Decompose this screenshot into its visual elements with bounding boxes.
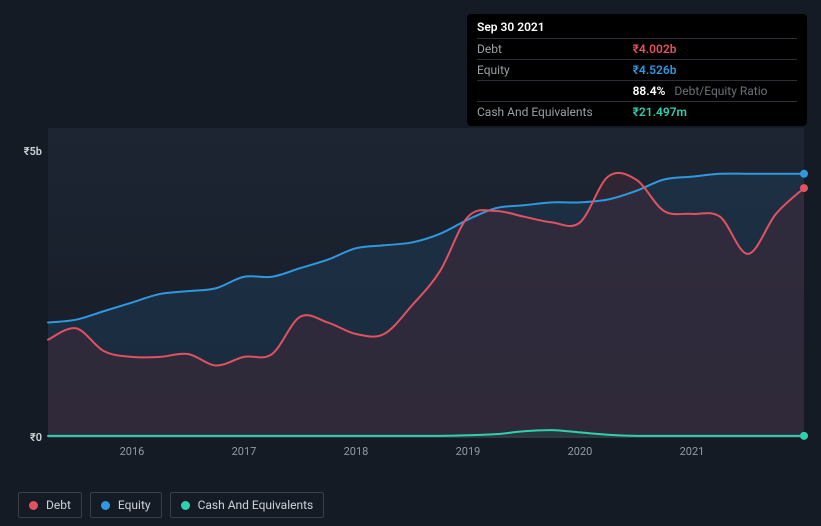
legend-swatch-icon [101, 501, 110, 510]
tooltip-ratio-pct: 88.4% [633, 84, 666, 98]
svg-text:₹5b: ₹5b [24, 145, 42, 158]
tooltip-row-value: ₹4.526b [633, 60, 797, 81]
svg-text:₹0: ₹0 [30, 431, 42, 444]
svg-text:2016: 2016 [120, 445, 145, 458]
tooltip-row-value: ₹4.002b [633, 39, 797, 60]
tooltip-row-label: Equity [477, 60, 633, 81]
legend-item-debt[interactable]: Debt [18, 492, 82, 518]
chart-tooltip: Sep 30 2021 Debt ₹4.002b Equity ₹4.526b … [467, 14, 807, 126]
chart-legend: Debt Equity Cash And Equivalents [18, 492, 324, 518]
legend-label: Debt [46, 498, 71, 512]
legend-swatch-icon [181, 501, 190, 510]
tooltip-ratio-label: Debt/Equity Ratio [674, 84, 767, 98]
tooltip-row-label: Cash And Equivalents [477, 102, 633, 123]
legend-swatch-icon [29, 501, 38, 510]
svg-text:2019: 2019 [456, 445, 481, 458]
svg-text:2020: 2020 [568, 445, 593, 458]
svg-text:2021: 2021 [680, 445, 705, 458]
tooltip-date: Sep 30 2021 [477, 20, 797, 38]
legend-item-equity[interactable]: Equity [90, 492, 162, 518]
legend-label: Cash And Equivalents [198, 498, 314, 512]
legend-label: Equity [118, 498, 151, 512]
tooltip-row-value: ₹21.497m [633, 102, 797, 123]
svg-text:2017: 2017 [232, 445, 257, 458]
legend-item-cash[interactable]: Cash And Equivalents [170, 492, 325, 518]
svg-text:2018: 2018 [344, 445, 369, 458]
tooltip-row-label: Debt [477, 39, 633, 60]
